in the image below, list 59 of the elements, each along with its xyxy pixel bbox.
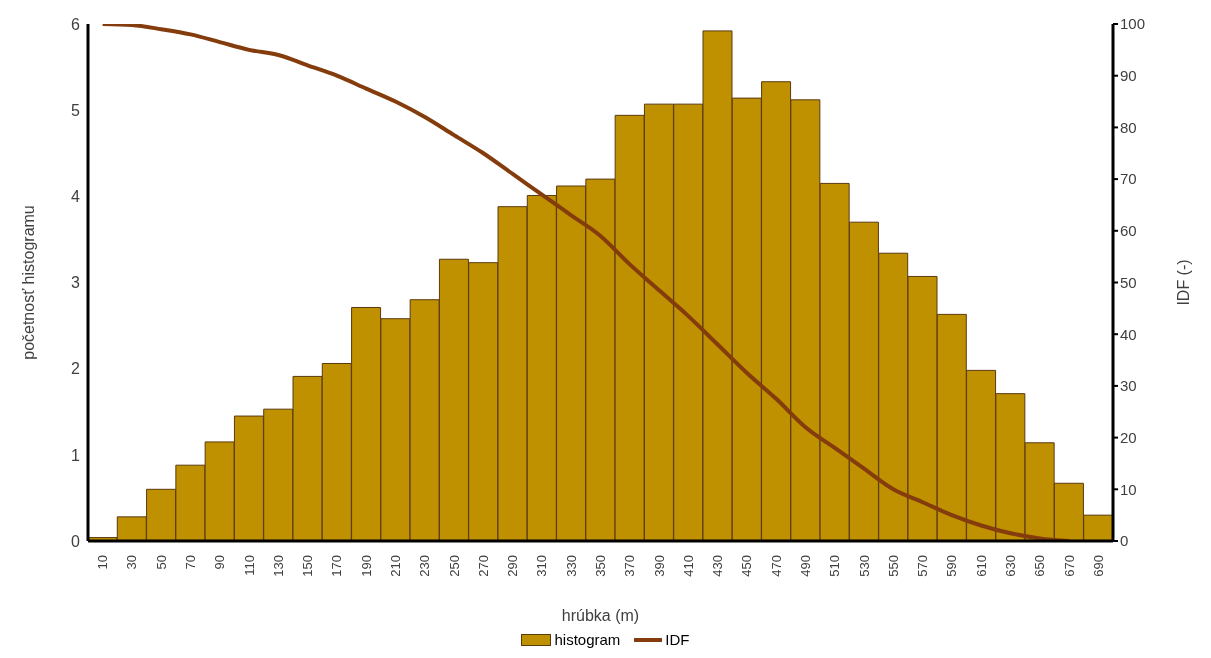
x-tick-label: 270 bbox=[475, 555, 491, 577]
y2-axis-title: IDF (-) bbox=[1174, 259, 1192, 306]
y-tick-label: 4 bbox=[71, 188, 81, 206]
x-tick-label: 370 bbox=[622, 555, 638, 577]
x-tick-label: 50 bbox=[153, 555, 169, 570]
x-tick-label: 390 bbox=[651, 555, 667, 577]
x-tick-label: 90 bbox=[212, 555, 228, 570]
y2-tick-label: 30 bbox=[1120, 377, 1137, 395]
x-tick-label: 490 bbox=[798, 555, 813, 577]
x-tick-label: 650 bbox=[1032, 555, 1048, 577]
x-tick-label: 550 bbox=[885, 555, 901, 577]
legend-label: histogram bbox=[554, 631, 621, 648]
line-series bbox=[100, 24, 1072, 541]
y2-tick-label: 100 bbox=[1120, 15, 1146, 33]
y-tick-label: 3 bbox=[71, 274, 81, 292]
x-tick-label: 350 bbox=[593, 555, 608, 577]
y-tick-label: 0 bbox=[71, 532, 81, 550]
x-tick-label: 530 bbox=[856, 555, 872, 577]
x-tick-label: 130 bbox=[270, 555, 286, 577]
x-tick-label: 70 bbox=[183, 555, 198, 570]
legend-label: IDF bbox=[665, 631, 690, 648]
x-tick-label: 670 bbox=[1061, 555, 1077, 577]
y2-tick-label: 80 bbox=[1120, 118, 1137, 136]
y2-tick-label: 40 bbox=[1120, 325, 1137, 343]
y2-tick-label: 10 bbox=[1120, 480, 1137, 498]
y-tick-label: 1 bbox=[71, 446, 81, 464]
x-tick-label: 250 bbox=[446, 555, 462, 577]
y-axis-title: početnosť histogramu bbox=[19, 205, 37, 360]
x-tick-label: 170 bbox=[329, 555, 345, 577]
x-tick-label: 510 bbox=[827, 555, 843, 577]
x-tick-label: 610 bbox=[973, 555, 989, 577]
x-tick-label: 10 bbox=[95, 555, 111, 570]
y-tick-label: 5 bbox=[71, 101, 81, 119]
y2-tick-label: 20 bbox=[1120, 428, 1137, 446]
y2-tick-label: 90 bbox=[1120, 67, 1137, 85]
x-tick-label: 230 bbox=[417, 555, 433, 577]
x-tick-label: 30 bbox=[124, 555, 140, 570]
x-tick-label: 410 bbox=[680, 555, 696, 577]
x-tick-label: 310 bbox=[534, 555, 550, 577]
y2-tick-label: 70 bbox=[1120, 170, 1137, 188]
x-tick-label: 570 bbox=[915, 555, 931, 577]
x-tick-label: 330 bbox=[563, 555, 579, 577]
x-tick-label: 690 bbox=[1090, 555, 1106, 577]
y2-tick-label: 0 bbox=[1120, 532, 1129, 550]
x-tick-label: 110 bbox=[241, 555, 257, 576]
x-tick-label: 210 bbox=[388, 555, 403, 577]
y-tick-label: 6 bbox=[71, 15, 81, 33]
x-tick-label: 590 bbox=[944, 555, 960, 577]
x-tick-label: 630 bbox=[1003, 555, 1018, 577]
x-axis-title: hrúbka (m) bbox=[561, 607, 640, 624]
y2-tick-label: 50 bbox=[1120, 273, 1137, 291]
x-tick-label: 470 bbox=[768, 555, 784, 577]
x-tick-label: 290 bbox=[505, 555, 521, 577]
y2-tick-label: 60 bbox=[1120, 222, 1137, 240]
y-tick-label: 2 bbox=[71, 360, 81, 378]
x-tick-label: 450 bbox=[739, 555, 755, 577]
x-tick-label: 190 bbox=[358, 555, 374, 577]
x-tick-label: 430 bbox=[710, 555, 726, 577]
x-tick-label: 150 bbox=[300, 555, 316, 577]
